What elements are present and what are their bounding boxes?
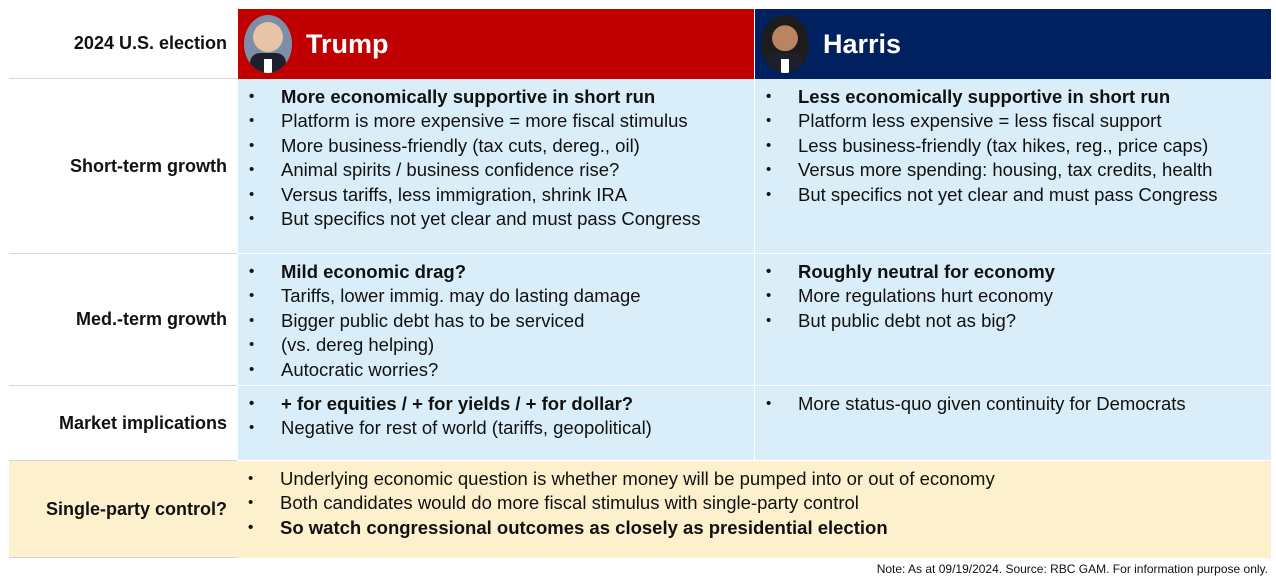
list-item: Bigger public debt has to be serviced — [246, 309, 754, 334]
list-item: + for equities / + for yields / + for do… — [246, 392, 754, 417]
list-item: Underlying economic question is whether … — [245, 467, 1271, 492]
row-label-short-term: Short-term growth — [9, 79, 237, 254]
harris-short-term: Less economically supportive in short ru… — [754, 79, 1271, 254]
list-item: Autocratic worries? — [246, 358, 754, 383]
row-label-single-party: Single-party control? — [9, 461, 237, 558]
trump-portrait-icon — [244, 15, 292, 73]
trump-market: + for equities / + for yields / + for do… — [237, 386, 754, 461]
list-item: Platform less expensive = less fiscal su… — [763, 109, 1271, 134]
list-item: But specifics not yet clear and must pas… — [763, 183, 1271, 208]
list-item: Less economically supportive in short ru… — [763, 85, 1271, 110]
list-item: More business-friendly (tax cuts, dereg.… — [246, 134, 754, 159]
list-item: But public debt not as big? — [763, 309, 1271, 334]
harris-market: More status-quo given continuity for Dem… — [754, 386, 1271, 461]
harris-med-term: Roughly neutral for economy More regulat… — [754, 254, 1271, 386]
list-item: More regulations hurt economy — [763, 284, 1271, 309]
trump-name: Trump — [306, 28, 389, 59]
list-item: Negative for rest of world (tariffs, geo… — [246, 416, 754, 441]
list-item: Versus tariffs, less immigration, shrink… — [246, 183, 754, 208]
row-label-market: Market implications — [9, 386, 237, 461]
table-header-label: 2024 U.S. election — [9, 9, 237, 79]
trump-short-term: More economically supportive in short ru… — [237, 79, 754, 254]
list-item: Tariffs, lower immig. may do lasting dam… — [246, 284, 754, 309]
list-item: But specifics not yet clear and must pas… — [246, 207, 754, 232]
harris-header: Harris — [754, 9, 1271, 79]
list-item: Less business-friendly (tax hikes, reg.,… — [763, 134, 1271, 159]
trump-header: Trump — [237, 9, 754, 79]
harris-name: Harris — [823, 28, 902, 59]
list-item: Mild economic drag? — [246, 260, 754, 285]
list-item: Both candidates would do more fiscal sti… — [245, 491, 1271, 516]
list-item: Animal spirits / business confidence ris… — [246, 158, 754, 183]
list-item: Platform is more expensive = more fiscal… — [246, 109, 754, 134]
single-party-body: Underlying economic question is whether … — [237, 461, 1271, 558]
list-item: Versus more spending: housing, tax credi… — [763, 158, 1271, 183]
list-item: More status-quo given continuity for Dem… — [763, 392, 1271, 417]
list-item: More economically supportive in short ru… — [246, 85, 754, 110]
comparison-table: 2024 U.S. election Trump Harris Short-te… — [9, 9, 1271, 558]
row-label-med-term: Med.-term growth — [9, 254, 237, 386]
list-item: Roughly neutral for economy — [763, 260, 1271, 285]
list-item: (vs. dereg helping) — [246, 333, 754, 358]
trump-med-term: Mild economic drag? Tariffs, lower immig… — [237, 254, 754, 386]
harris-portrait-icon — [761, 15, 809, 73]
list-item: So watch congressional outcomes as close… — [245, 516, 1271, 541]
source-note: Note: As at 09/19/2024. Source: RBC GAM.… — [876, 562, 1268, 576]
